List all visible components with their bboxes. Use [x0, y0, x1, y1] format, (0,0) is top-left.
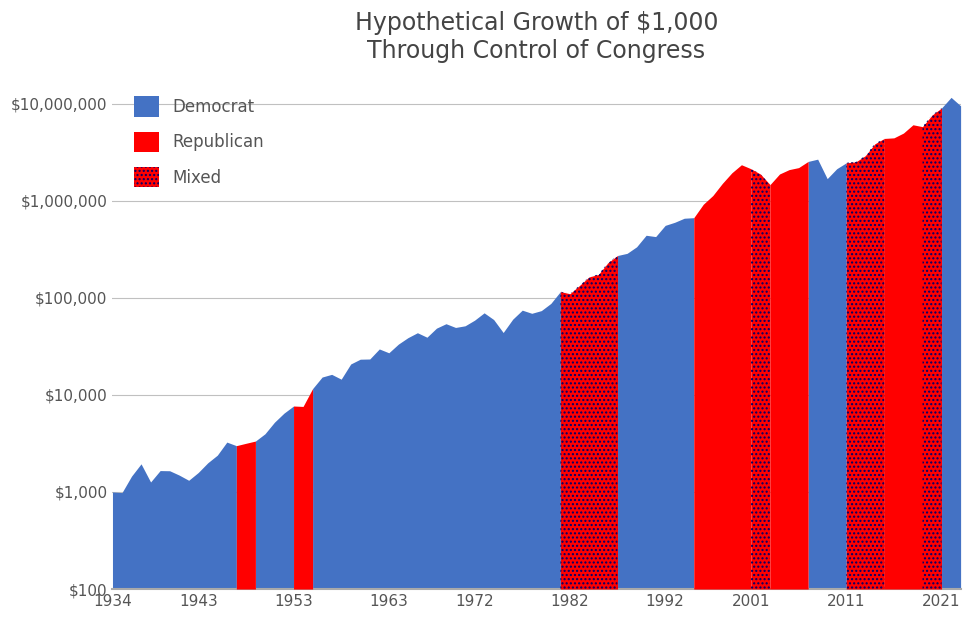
Legend: Democrat, Republican, Mixed: Democrat, Republican, Mixed: [121, 83, 278, 201]
Title: Hypothetical Growth of $1,000
Through Control of Congress: Hypothetical Growth of $1,000 Through Co…: [355, 11, 718, 63]
